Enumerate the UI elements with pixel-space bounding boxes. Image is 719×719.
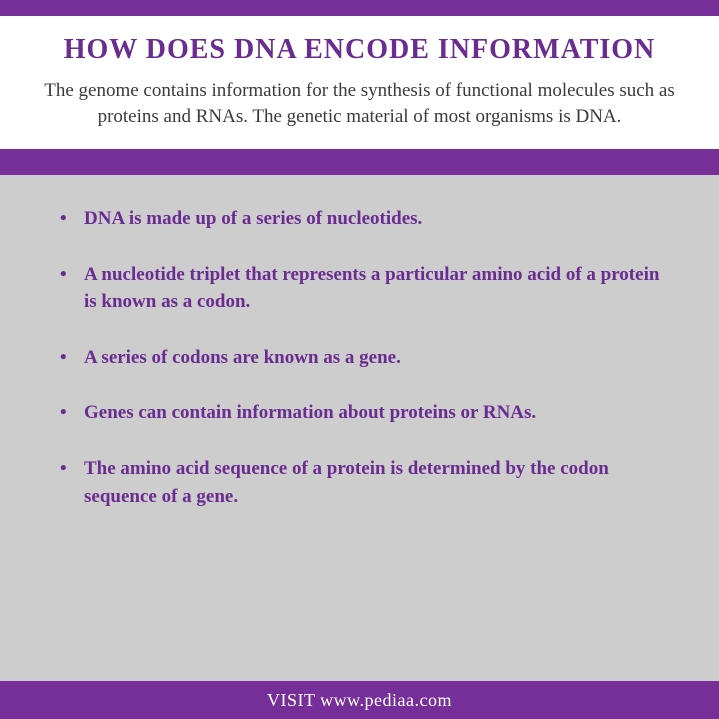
list-item: Genes can contain information about prot… [60,399,669,427]
footer-bar: VISIT www.pediaa.com [0,681,719,719]
bullet-list: DNA is made up of a series of nucleotide… [60,205,669,510]
page-subtitle: The genome contains information for the … [40,78,679,129]
list-item: A series of codons are known as a gene. [60,344,669,372]
content-section: DNA is made up of a series of nucleotide… [0,175,719,681]
page-title: HOW DOES DNA ENCODE INFORMATION [40,34,679,66]
list-item: DNA is made up of a series of nucleotide… [60,205,669,233]
list-item: The amino acid sequence of a protein is … [60,455,669,510]
footer-text: VISIT www.pediaa.com [267,690,452,711]
list-item: A nucleotide triplet that represents a p… [60,261,669,316]
divider-bar [0,149,719,175]
top-accent-bar [0,0,719,16]
header-section: HOW DOES DNA ENCODE INFORMATION The geno… [0,16,719,149]
